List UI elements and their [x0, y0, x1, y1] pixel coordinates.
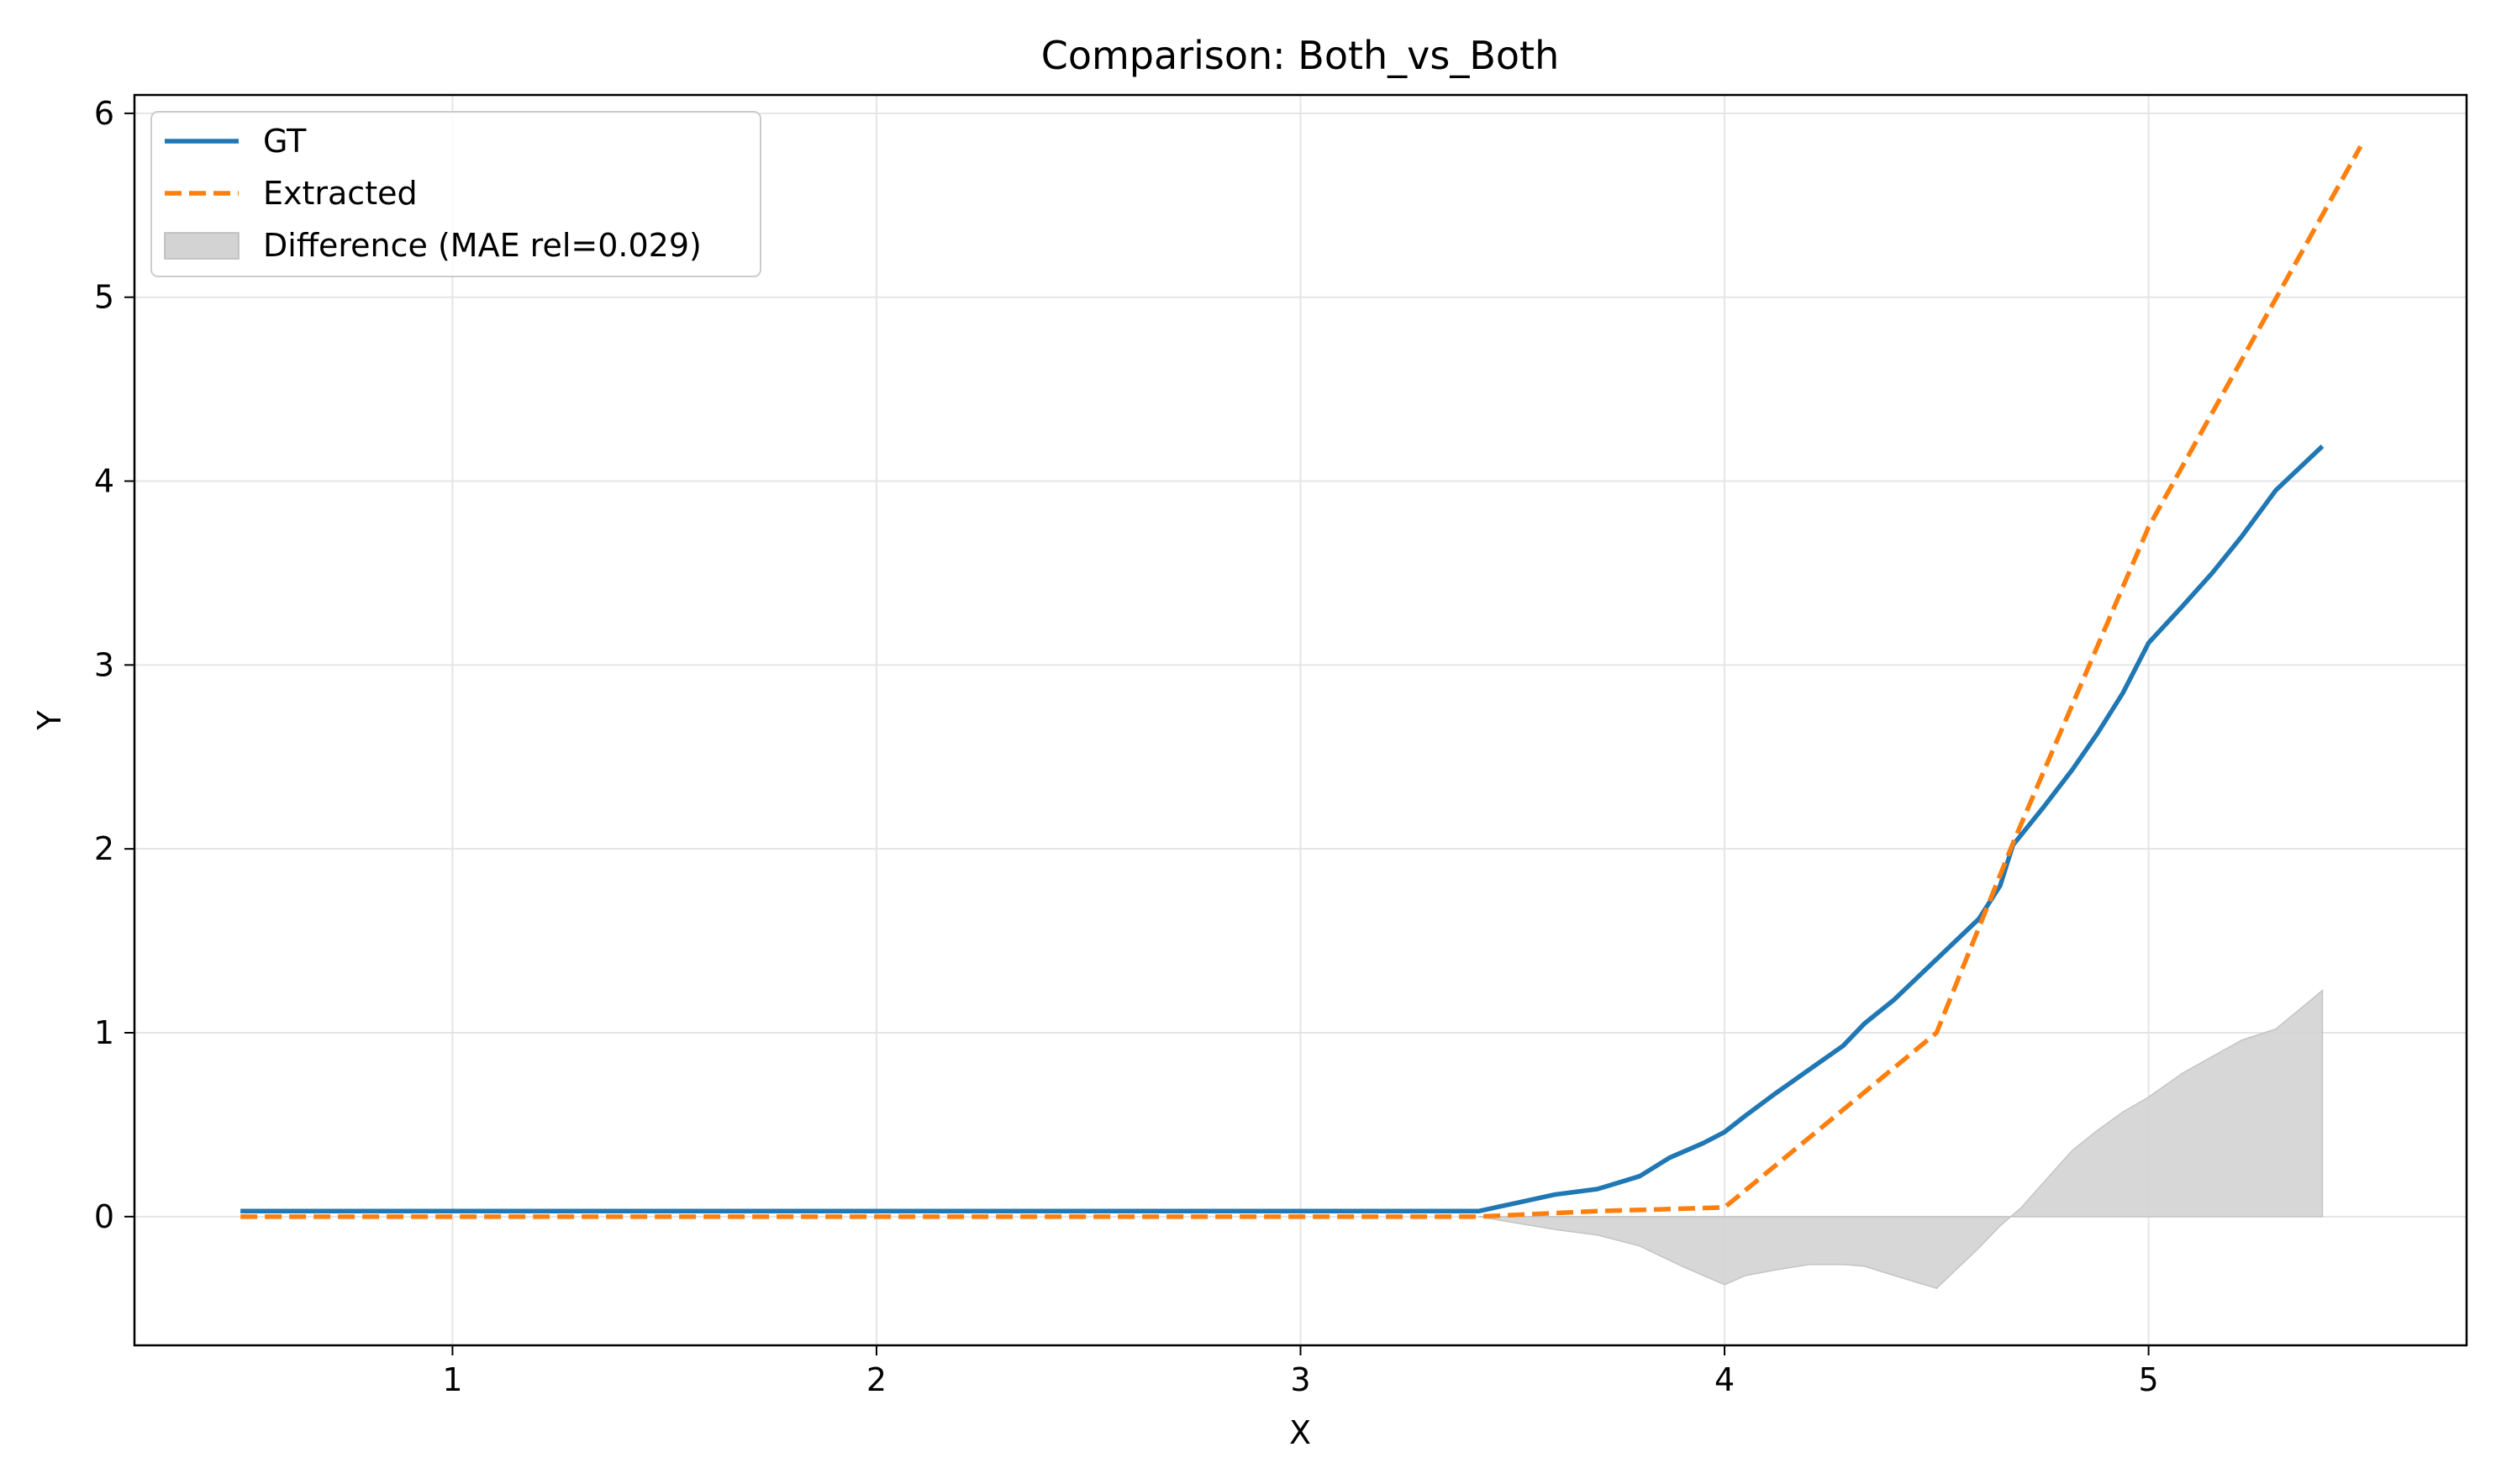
y-tick-label: 4: [94, 463, 114, 500]
y-tick-label: 3: [94, 646, 114, 683]
y-tick-label: 6: [94, 95, 114, 132]
y-tick-label: 0: [94, 1198, 114, 1235]
legend-label-extracted: Extracted: [263, 175, 418, 212]
grid: [134, 95, 2467, 1345]
difference-area: [1478, 989, 2324, 1290]
y-tick-label: 1: [94, 1014, 114, 1051]
axis-ticks: 1 2 3 4 5 0 1 2 3 4 5 6: [94, 95, 2159, 1398]
y-axis-label: Y: [31, 710, 68, 731]
chart-title: Comparison: Both_vs_Both: [1041, 33, 1560, 78]
series-layer: [240, 145, 2363, 1219]
difference-area-layer: [1478, 989, 2324, 1290]
legend-label-difference: Difference (MAE rel=0.029): [263, 227, 702, 264]
x-axis-label: X: [1289, 1414, 1311, 1451]
series-line-extracted: [240, 145, 2363, 1219]
x-tick-label: 4: [1714, 1361, 1735, 1398]
legend-frame: [150, 111, 761, 277]
y-tick-label: 2: [94, 830, 114, 867]
legend: GT Extracted Difference (MAE rel=0.029): [150, 111, 761, 277]
legend-label-gt: GT: [263, 123, 307, 160]
series-line-gt: [240, 444, 2325, 1214]
x-tick-label: 3: [1290, 1361, 1310, 1398]
legend-swatch-difference: [164, 232, 240, 260]
x-tick-label: 5: [2138, 1361, 2158, 1398]
x-tick-label: 1: [442, 1361, 462, 1398]
y-tick-label: 5: [94, 279, 114, 316]
x-tick-label: 2: [866, 1361, 887, 1398]
